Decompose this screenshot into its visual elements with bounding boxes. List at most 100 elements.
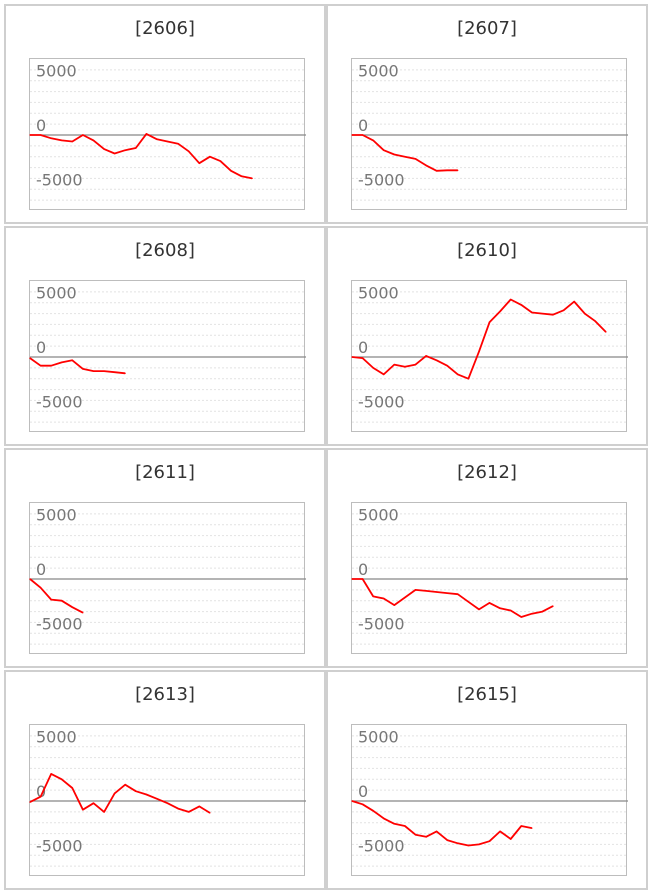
data-point [135,147,137,149]
series-line [29,578,84,614]
data-point [114,371,116,373]
data-point [50,599,52,601]
data-point [467,378,469,380]
data-point [457,373,459,375]
data-point [425,355,427,357]
data-point [198,805,200,807]
data-point [188,811,190,813]
data-point [436,359,438,361]
data-point [50,365,52,367]
data-point [383,149,385,151]
plot-area: 5000 0 -5000 [351,724,628,876]
data-point [393,823,395,825]
data-point [209,156,211,158]
data-point [414,834,417,836]
data-point [230,170,232,172]
data-point [92,139,95,141]
plot-area: 5000 0 -5000 [29,58,306,210]
data-point [478,843,480,845]
plot-area: 5000 0 -5000 [351,280,628,432]
data-point [103,811,105,813]
data-point [114,152,116,155]
y-tick-label: 0 [36,560,46,579]
data-point [510,298,512,301]
y-tick-label: 0 [358,338,368,357]
data-point [393,153,395,156]
data-point [103,370,105,372]
y-tick-label: 0 [358,560,368,579]
data-point [156,798,158,800]
data-point [531,311,533,314]
chart-panel: [2608] 5000 0 -5000 [4,226,326,446]
data-point [404,825,406,827]
data-point [71,140,73,143]
data-point [82,612,84,614]
data-point [520,825,522,827]
line-chart-svg: 5000 0 -5000 [351,506,628,645]
y-tick-label: -5000 [358,614,405,633]
data-point [425,590,427,592]
y-tick-label: -5000 [36,614,83,633]
data-point [446,365,448,367]
data-point [404,156,406,158]
chart-title: [2606] [135,18,195,39]
chart-panel: [2607] 5000 0 -5000 [326,4,648,224]
series-line [351,800,533,847]
data-point [478,608,480,610]
data-point [404,596,406,599]
y-tick-label: 0 [358,782,368,801]
y-tick-label: 5000 [358,728,399,747]
y-tick-label: 5000 [358,62,399,81]
y-tick-label: 5000 [358,506,399,525]
data-point [541,611,543,613]
data-point [241,175,243,177]
data-point [103,148,105,150]
data-point [40,365,42,367]
data-point [467,844,469,847]
series-line [29,357,126,375]
data-point [82,809,84,811]
data-point [499,607,501,609]
data-point [124,372,126,374]
data-point [436,591,438,593]
data-point [499,310,501,312]
chart-panel: [2613] 5000 0 -5000 [4,670,326,890]
data-point [531,827,533,829]
data-point [531,613,533,615]
data-point [251,177,253,179]
data-point [82,368,84,370]
line-chart-svg: 5000 0 -5000 [351,284,628,423]
data-point [124,149,126,151]
y-tick-label: -5000 [36,836,83,855]
data-point [510,838,512,840]
data-point [177,143,179,145]
data-point [61,139,63,141]
data-point [372,595,374,597]
data-point [425,164,427,166]
data-point [457,593,459,595]
data-point [188,150,190,152]
data-point [29,801,31,803]
data-point [124,784,126,786]
data-point [372,367,374,369]
data-point [50,773,52,775]
y-tick-label: 0 [36,338,46,357]
data-point [145,793,147,796]
data-point [351,800,353,802]
data-point [209,812,211,814]
data-point [488,602,491,604]
data-point [362,578,364,580]
data-point [457,169,459,171]
data-point [594,320,596,322]
data-point [92,802,95,804]
line-chart-svg: 5000 0 -5000 [29,62,306,201]
data-point [166,140,169,143]
data-point [145,133,147,135]
chart-panel: [2611] 5000 0 -5000 [4,448,326,668]
chart-title: [2615] [457,684,517,705]
y-tick-label: 5000 [36,728,77,747]
y-tick-label: 0 [358,116,368,135]
line-chart-svg: 5000 0 -5000 [29,284,306,423]
data-point [351,356,353,358]
